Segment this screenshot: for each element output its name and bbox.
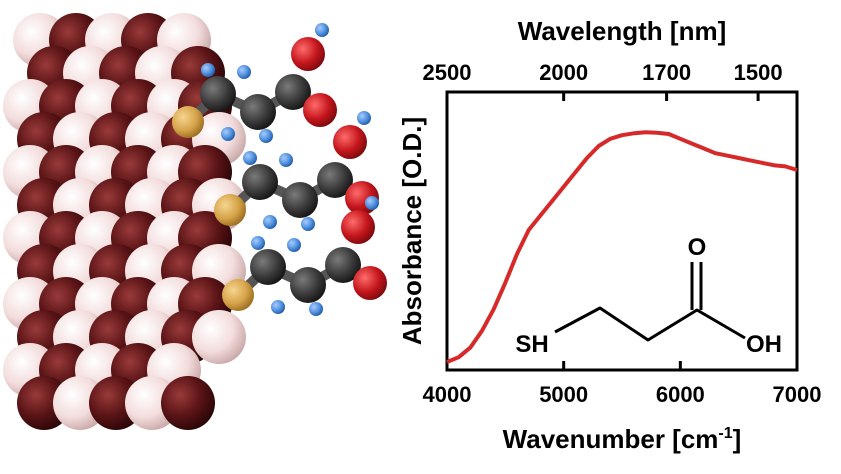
carbon-atom <box>317 162 353 198</box>
x-axis-title-end: ] <box>733 424 742 454</box>
x-axis-title: Wavenumber [cm-1] <box>503 424 742 454</box>
ligand-bond <box>184 87 296 126</box>
light-atom <box>192 310 246 364</box>
x-tick-label: 5000 <box>539 382 588 407</box>
hydrogen-atom <box>357 111 371 125</box>
absorbance-chart: 4000 5000 6000 7000 2500 2000 1700 1500 Wavenu… <box>397 16 821 454</box>
top-tick-label: 2000 <box>539 60 588 85</box>
hydrogen-atom <box>243 151 257 165</box>
carbon-atom <box>325 247 361 283</box>
carbon-atom <box>290 267 326 303</box>
x-tick-label: 6000 <box>656 382 705 407</box>
hydrogen-atom <box>221 127 235 141</box>
sulfur-atom <box>172 106 204 138</box>
top-tick-label: 1500 <box>734 60 783 85</box>
x-axis-title-main: Wavenumber [cm <box>503 424 719 454</box>
top-axis-ticks: 2500 2000 1700 1500 <box>423 60 783 101</box>
x-tick-label: 7000 <box>773 382 822 407</box>
top-axis-title: Wavelength [nm] <box>518 16 726 46</box>
x-tick-label: 4000 <box>423 382 472 407</box>
hydrogen-atom <box>271 300 285 314</box>
ligand-molecules-illustration <box>172 23 387 316</box>
ligand-bond <box>234 260 346 299</box>
dark-atom <box>161 376 215 430</box>
hydrogen-atom <box>263 215 277 229</box>
carbon-atom <box>275 74 311 110</box>
carbon-atom <box>250 249 286 285</box>
oxygen-atom <box>341 210 375 244</box>
ligand-bond <box>226 175 338 214</box>
top-tick-label: 2500 <box>423 60 472 85</box>
hydroxyl-label: OH <box>746 331 782 358</box>
sulfur-atom <box>214 194 246 226</box>
x-axis-title-superscript: -1 <box>718 425 732 442</box>
hydrogen-atom <box>201 63 215 77</box>
carbon-atom <box>240 94 276 130</box>
hydrogen-atom <box>259 129 273 143</box>
hydrogen-atom <box>301 217 315 231</box>
oxygen-atom <box>303 93 337 127</box>
hydrogen-atom <box>287 238 301 252</box>
hydrogen-atom <box>309 302 323 316</box>
carbonyl-oxygen-label: O <box>688 234 707 261</box>
carbon-atom <box>200 76 236 112</box>
molecule-backbone <box>554 306 746 342</box>
sulfur-atom <box>222 279 254 311</box>
y-axis-title: Absorbance [O.D.] <box>397 117 427 345</box>
top-tick-label: 1700 <box>642 60 691 85</box>
skeletal-formula: SH O OH <box>515 234 782 358</box>
thiol-label: SH <box>515 331 548 358</box>
hydrogen-atom <box>251 236 265 250</box>
hydrogen-atom <box>279 153 293 167</box>
oxygen-atom <box>333 125 367 159</box>
x-axis-ticks: 4000 5000 6000 7000 <box>423 361 822 407</box>
carbon-atom <box>242 164 278 200</box>
oxygen-atom <box>353 266 387 300</box>
oxygen-atom <box>291 37 325 71</box>
hydrogen-atom <box>315 23 329 37</box>
nanocrystal-illustration <box>3 13 246 430</box>
absorbance-curve <box>446 130 798 364</box>
hydrogen-atom <box>237 65 251 79</box>
hydrogen-atom <box>365 196 379 210</box>
plot-frame <box>445 90 799 372</box>
carbon-atom <box>282 182 318 218</box>
